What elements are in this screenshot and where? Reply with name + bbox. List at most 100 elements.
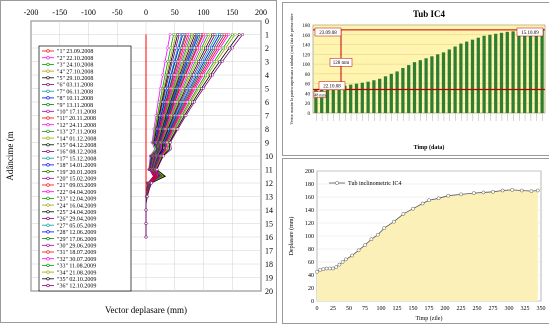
area-x-tick-label: 225 (457, 306, 466, 312)
legend-label: "36" 12.10.2009 (57, 284, 96, 290)
time-bar (389, 73, 393, 113)
profile-series-point (230, 46, 234, 50)
bar-y-axis-title: Vector maxim la partea superioara a tubu… (289, 13, 294, 124)
area-series-point (382, 226, 387, 231)
time-bar (499, 32, 504, 113)
legend-label: "18" 14.01.2009 (57, 163, 96, 169)
annotation-label: 23.09.08 (319, 31, 337, 36)
area-series-point (321, 267, 326, 272)
area-series-point (331, 266, 335, 271)
legend-label: "7" 06.11.2008 (57, 89, 93, 95)
area-series-point (363, 243, 367, 247)
profile-series-point (181, 33, 185, 36)
annotation-box (314, 27, 342, 37)
area-legend-label: Tub inclinometric IC4 (348, 181, 401, 187)
profile-series-point (215, 33, 219, 36)
time-bar (441, 52, 446, 113)
legend-marker (46, 203, 50, 207)
area-series-point (459, 192, 463, 197)
legend-marker (46, 123, 50, 127)
legend-marker (46, 283, 50, 288)
area-series-point (343, 257, 348, 262)
legend-label: "10" 17.11.2008 (57, 110, 96, 116)
x-tick-label: 150 (226, 8, 238, 17)
legend-label: "33" 11.08.2009 (57, 264, 96, 270)
legend-label: "11" 20.11.2008 (57, 116, 96, 122)
area-series-point (391, 219, 396, 224)
area-x-tick-label: 150 (409, 306, 418, 312)
profile-series-point (208, 73, 212, 77)
time-bar (447, 49, 451, 113)
area-x-tick-label: 350 (537, 306, 546, 312)
time-bar (349, 84, 353, 113)
legend-marker (46, 96, 50, 100)
legend-label: "1" 23.09.2008 (57, 49, 93, 55)
bar-title: Tub IC4 (413, 9, 445, 19)
legend-label: "5" 29.10.2008 (57, 76, 93, 82)
legend-marker (46, 210, 50, 214)
x-tick-label: -200 (24, 8, 39, 17)
legend-marker (46, 163, 50, 167)
profile-series-point (161, 73, 165, 77)
profile-series-point (168, 141, 172, 144)
legend-marker (46, 149, 50, 154)
area-series-point (375, 232, 380, 237)
time-bar (528, 29, 533, 114)
area-x-tick-label: 125 (393, 306, 402, 312)
profile-series-point (163, 60, 167, 63)
legend-label: "28" 12.06.2009 (57, 230, 96, 236)
time-bar (378, 78, 382, 113)
area-y-tick-label: 100 (305, 234, 314, 240)
bar-y-tick-label: 100 (303, 63, 311, 68)
legend-label: "13" 27.11.2008 (57, 130, 96, 136)
time-bar (494, 33, 498, 113)
legend-label: "22" 04.04.2009 (57, 190, 96, 196)
profile-series-point (221, 46, 225, 50)
profile-series-point (144, 222, 148, 225)
profile-series-point (233, 33, 237, 36)
profile-series-point (145, 195, 149, 198)
legend-label: "9" 13.11.2008 (57, 103, 93, 109)
area-y-tick-label: 20 (308, 286, 314, 292)
profile-series-point (211, 73, 215, 77)
area-x-tick-label: 75 (362, 306, 368, 312)
x-tick-label: -150 (52, 8, 67, 17)
annotation-box (313, 91, 327, 98)
area-y-tick-label: 60 (308, 260, 314, 266)
y-tick-label: 2 (265, 44, 269, 53)
area-series-point (411, 206, 415, 211)
y-tick-label: 20 (265, 287, 273, 296)
time-bar (488, 34, 492, 113)
area-y-tick-label: 140 (305, 208, 314, 214)
bar-y-tick-label: 160 (303, 34, 311, 39)
profile-series-point (202, 33, 205, 36)
area-x-tick-label: 25 (330, 306, 336, 312)
legend-marker (46, 116, 50, 120)
profile-series-point (184, 114, 188, 117)
legend-marker (46, 183, 50, 187)
time-bar (424, 58, 428, 113)
legend-label: "19" 20.01.2009 (57, 170, 96, 176)
x-tick-label: 100 (198, 8, 210, 17)
legend-marker (46, 76, 50, 80)
legend-marker (46, 136, 50, 140)
time-bar (470, 39, 475, 113)
time-bar (320, 88, 324, 113)
legend-label: "8" 10.11.2008 (57, 96, 93, 102)
area-y-tick-label: 80 (308, 247, 314, 253)
bar-y-tick-label: 140 (303, 44, 311, 49)
area-x-tick-label: 0 (316, 306, 319, 312)
legend-marker (46, 230, 50, 234)
time-bar (337, 86, 341, 113)
time-bar (331, 87, 335, 113)
time-bar (505, 31, 509, 113)
x-tick-label: 0 (144, 8, 148, 17)
bar-x-axis-title: Timp (data) (414, 144, 445, 151)
legend-label: "24" 16.04.2009 (57, 203, 96, 209)
area-series-point (446, 193, 451, 198)
area-series-point (481, 190, 486, 195)
legend-label: "26" 29.04.2009 (57, 217, 96, 223)
time-bar (366, 81, 370, 113)
